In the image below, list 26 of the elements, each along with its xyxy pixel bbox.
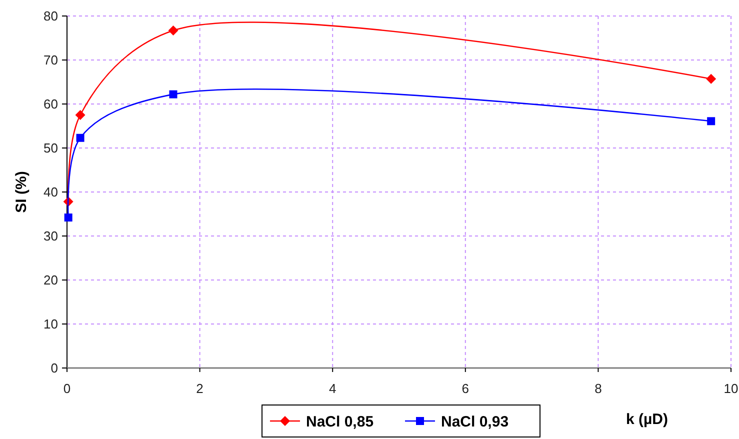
y-tick-label: 10 [44, 316, 58, 332]
x-axis-title: k (µD) [626, 411, 668, 428]
point [168, 26, 178, 36]
y-tick-label: 70 [44, 52, 58, 68]
x-tick-label: 6 [462, 381, 470, 396]
y-tick-label: 40 [44, 184, 58, 200]
x-tick-label: 0 [63, 381, 71, 396]
y-tick-label: 80 [44, 8, 58, 24]
point [706, 74, 716, 84]
y-tick-label: 30 [44, 228, 58, 244]
y-tick-label: 0 [50, 360, 58, 376]
point [64, 214, 72, 222]
x-tick-label: 10 [724, 381, 738, 396]
legend-label: NaCl 0,85 [306, 413, 374, 430]
point [707, 117, 716, 126]
point [76, 134, 84, 142]
y-axis-title: SI (%) [13, 171, 30, 213]
point [75, 110, 86, 120]
legend-label: NaCl 0,93 [441, 413, 509, 430]
y-tick-label: 50 [44, 140, 58, 156]
y-tick-label: 20 [44, 272, 58, 288]
x-tick-label: 4 [328, 381, 336, 396]
point [169, 90, 178, 98]
y-tick-label: 60 [44, 96, 58, 112]
x-tick-label: 2 [196, 381, 204, 396]
x-tick-label: 8 [594, 381, 602, 396]
